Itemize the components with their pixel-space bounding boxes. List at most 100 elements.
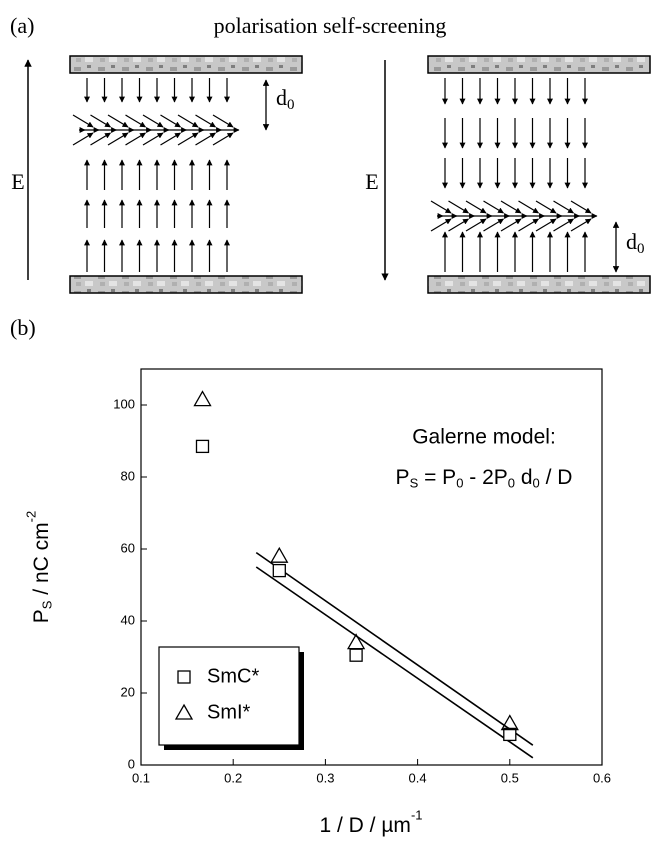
arrow [500, 200, 522, 214]
arrow [570, 218, 592, 232]
label-part: 0 [533, 476, 540, 491]
label-part: S [40, 600, 55, 609]
panel-label: (b) [10, 315, 36, 340]
arrow [195, 132, 217, 146]
arrow [430, 218, 452, 232]
point [503, 727, 517, 742]
arrow [448, 200, 470, 214]
arrow [107, 132, 129, 146]
arrow [535, 200, 557, 214]
label-part: = P [418, 466, 456, 489]
plot-frame [140, 368, 603, 766]
y-tick-label: 40 [121, 612, 135, 627]
label-part: 0 [456, 476, 463, 491]
arrow [90, 132, 112, 146]
point [349, 648, 363, 662]
distance-label: d0 [626, 229, 645, 257]
label-part: 1 / D / µm [319, 814, 410, 837]
point [500, 714, 519, 731]
panel-label: (a) [10, 13, 34, 38]
x-axis-label: 1 / D / µm-1 [319, 808, 422, 837]
arrow [483, 200, 505, 214]
y-tick-label: 80 [121, 468, 135, 483]
distance-label: d0 [276, 85, 295, 113]
legend-label: SmI* [207, 701, 251, 723]
point [346, 633, 366, 650]
chart: 0 20 40 60 80 100 0.1 0.2 0.3 0.4 0.5 0.6 1 / D / µm… [24, 368, 611, 837]
y-axis-label: PS / nC cm-2 [24, 511, 55, 623]
x-tick-label: 0.3 [316, 770, 334, 785]
x-tick-label: 0.2 [224, 770, 242, 785]
label-part: P [30, 609, 53, 623]
arrow [212, 114, 234, 128]
label-part: P [396, 466, 410, 489]
electrode-plate [427, 275, 651, 294]
arrow [142, 132, 164, 146]
electrode-plate [69, 275, 303, 294]
y-tick-label: 20 [121, 684, 135, 699]
x-tick-label: 0.4 [409, 770, 427, 785]
label-part: / D [540, 466, 573, 489]
arrow [107, 114, 129, 128]
label-part: d [515, 466, 533, 489]
field-label: E [11, 169, 24, 194]
legend-marker [174, 703, 194, 720]
x-tick-label: 0.6 [593, 770, 611, 785]
fit-line [255, 551, 534, 746]
y-tick-label: 60 [121, 540, 135, 555]
arrow [553, 200, 575, 214]
arrow [72, 132, 94, 146]
annotation-formula: PS = P0 - 2P0 d0 / D [396, 466, 573, 491]
arrow [518, 200, 540, 214]
label-part: S [410, 476, 419, 491]
arrow [483, 218, 505, 232]
arrow [535, 218, 557, 232]
arrow [125, 132, 147, 146]
field-label: E [365, 169, 378, 194]
label-part: - 2P [463, 466, 507, 489]
point [195, 439, 210, 454]
point [272, 563, 286, 578]
distance-sub: 0 [637, 241, 645, 257]
y-tick-label: 100 [113, 396, 135, 411]
label-part: / nC cm [30, 522, 53, 600]
arrow [465, 218, 487, 232]
point [193, 390, 212, 407]
annotation-title: Galerne model: [412, 426, 556, 449]
arrow [72, 114, 94, 128]
arrow [448, 218, 470, 232]
distance-sub: 0 [287, 97, 295, 113]
arrow [160, 132, 182, 146]
distance-base: d [626, 229, 637, 254]
diagram: (a) polarisation self-screening E E d0 d… [10, 13, 651, 340]
diagram-title: polarisation self-screening [214, 13, 447, 38]
electrode-plate [427, 55, 651, 74]
label-part: -1 [411, 808, 423, 823]
arrow [430, 200, 452, 214]
arrow [177, 114, 199, 128]
label-part: -2 [24, 511, 39, 523]
x-tick-label: 0.5 [501, 770, 519, 785]
point [270, 546, 289, 563]
y-tick-label: 0 [128, 756, 135, 771]
arrow [195, 114, 217, 128]
arrow [518, 218, 540, 232]
arrow [177, 132, 199, 146]
x-tick-label: 0.1 [132, 770, 150, 785]
arrow [142, 114, 164, 128]
legend-marker [177, 670, 191, 684]
distance-base: d [276, 85, 287, 110]
arrow [465, 200, 487, 214]
arrow [125, 114, 147, 128]
fit-line [255, 566, 534, 759]
electrode-plate [69, 55, 303, 74]
arrow [160, 114, 182, 128]
legend [158, 646, 300, 746]
label-part: 0 [508, 476, 515, 491]
arrow [212, 132, 234, 146]
arrow [570, 200, 592, 214]
arrow [90, 114, 112, 128]
arrow [500, 218, 522, 232]
arrow [553, 218, 575, 232]
